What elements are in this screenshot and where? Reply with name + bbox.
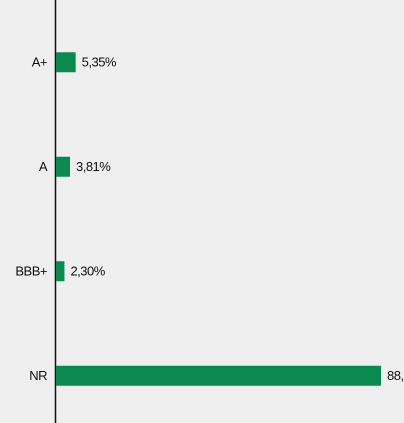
y-tick-label: NR bbox=[29, 368, 47, 383]
bar bbox=[56, 52, 76, 73]
value-label: 5,35% bbox=[82, 55, 117, 70]
value-label: 2,30% bbox=[70, 264, 105, 279]
value-label: 3,81% bbox=[76, 159, 111, 174]
bar bbox=[56, 156, 70, 177]
y-tick-label: BBB+ bbox=[15, 264, 47, 279]
value-label: 88,54% bbox=[387, 368, 404, 383]
y-tick-label: A+ bbox=[32, 55, 47, 70]
bar bbox=[56, 365, 381, 386]
bar bbox=[56, 261, 65, 282]
y-tick-label: A bbox=[39, 159, 48, 174]
